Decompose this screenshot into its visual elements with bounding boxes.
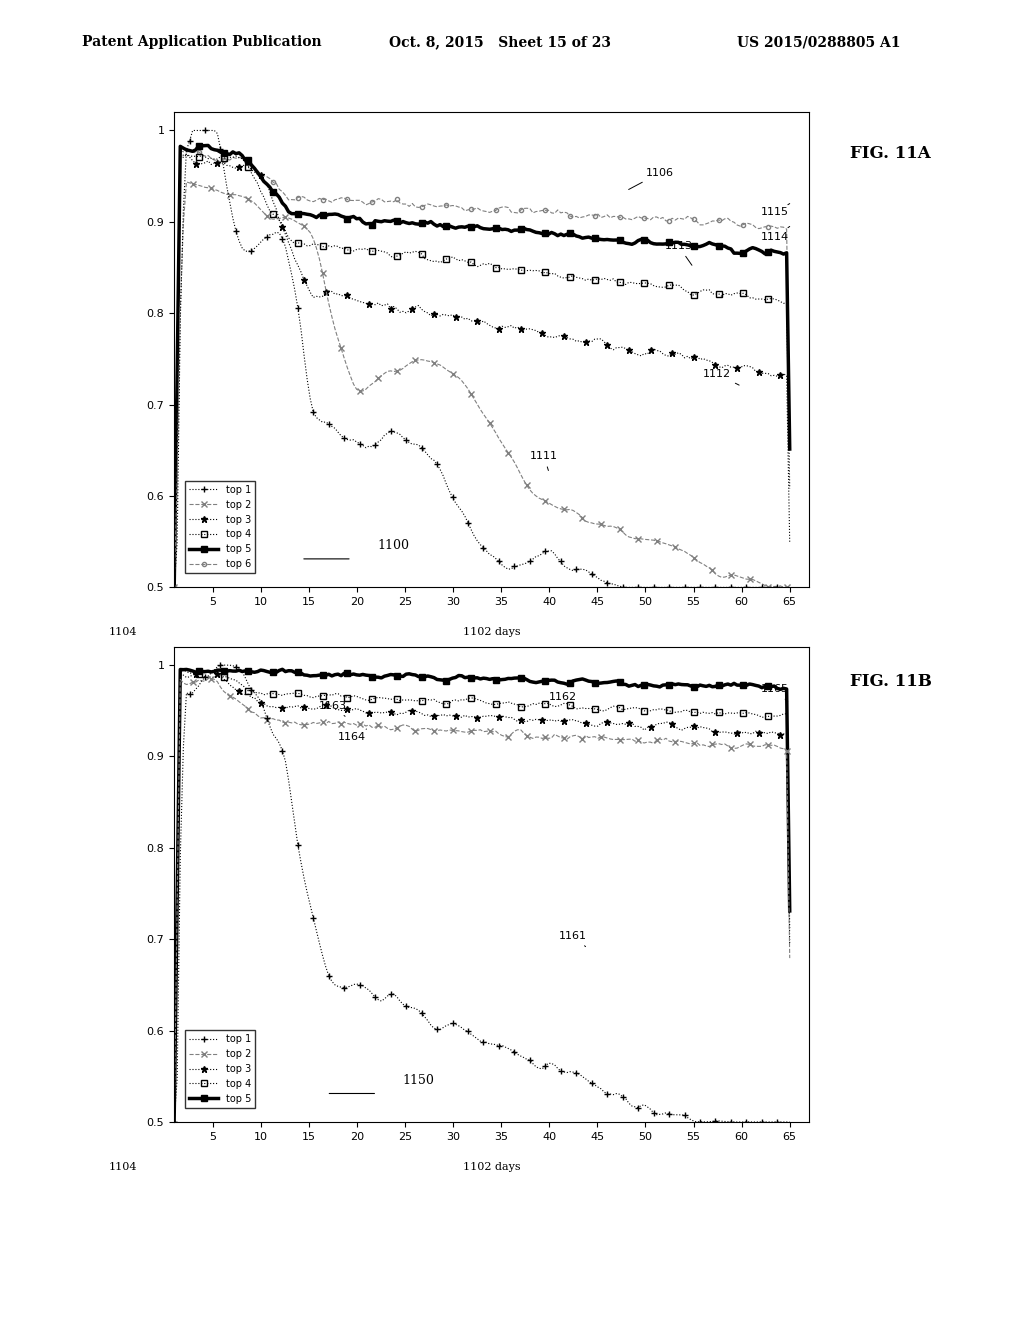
Legend: top 1, top 2, top 3, top 4, top 5, top 6: top 1, top 2, top 3, top 4, top 5, top 6 <box>185 480 255 573</box>
Text: Oct. 8, 2015   Sheet 15 of 23: Oct. 8, 2015 Sheet 15 of 23 <box>389 36 611 49</box>
Text: 1111: 1111 <box>530 451 558 470</box>
Text: 1164: 1164 <box>338 729 367 742</box>
Text: 1150: 1150 <box>402 1074 434 1086</box>
Text: 1162: 1162 <box>549 692 578 709</box>
Text: 1106: 1106 <box>629 168 674 190</box>
Text: 1165: 1165 <box>761 685 788 701</box>
Text: 1113: 1113 <box>665 242 692 265</box>
Text: 1104: 1104 <box>109 1162 137 1172</box>
Text: 1104: 1104 <box>109 627 137 638</box>
Text: 1161: 1161 <box>559 931 587 946</box>
Text: FIG. 11A: FIG. 11A <box>850 145 931 162</box>
Text: 1115: 1115 <box>761 203 790 218</box>
Text: US 2015/0288805 A1: US 2015/0288805 A1 <box>737 36 901 49</box>
Text: 1100: 1100 <box>377 540 410 552</box>
Text: 1114: 1114 <box>761 227 790 242</box>
Text: Patent Application Publication: Patent Application Publication <box>82 36 322 49</box>
Text: FIG. 11B: FIG. 11B <box>850 673 932 690</box>
Text: 1112: 1112 <box>703 370 739 385</box>
Text: 1163: 1163 <box>318 701 346 717</box>
Legend: top 1, top 2, top 3, top 4, top 5: top 1, top 2, top 3, top 4, top 5 <box>185 1031 255 1107</box>
Text: 1102 days: 1102 days <box>463 1162 520 1172</box>
Text: 1102 days: 1102 days <box>463 627 520 638</box>
